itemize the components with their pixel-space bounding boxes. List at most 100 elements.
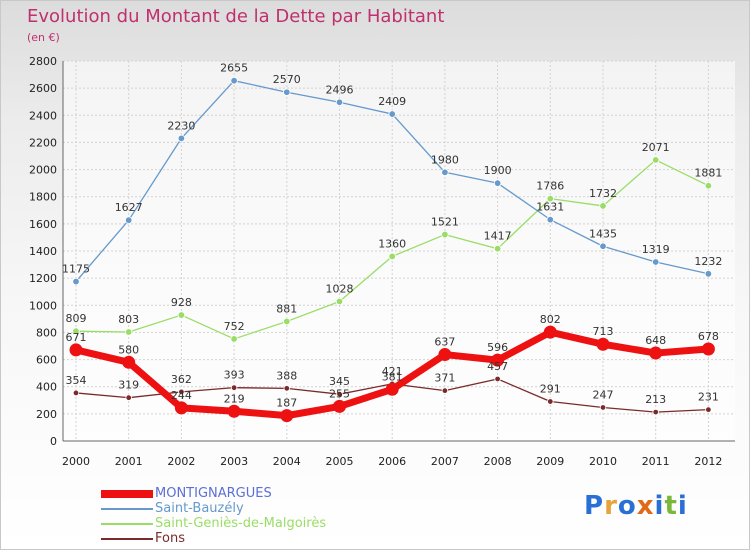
data-label-saint-genies-de-malgoires: 881 [276, 302, 297, 315]
x-tick-label: 2012 [694, 455, 722, 468]
legend-label: Saint-Geniès-de-Malgoirès [155, 516, 327, 531]
x-tick-label: 2007 [431, 455, 459, 468]
data-point-montignargues [543, 325, 557, 339]
legend-item: MONTIGNARGUES [101, 486, 326, 501]
data-point-montignargues [701, 342, 715, 356]
data-point-saint-genies-de-malgoires [283, 317, 291, 326]
data-point-montignargues [438, 348, 452, 362]
data-label-montignargues: 187 [276, 397, 297, 410]
x-tick-label: 2008 [484, 455, 512, 468]
y-tick-label: 800 [36, 326, 57, 339]
data-point-montignargues [649, 346, 663, 360]
data-label-fons: 345 [329, 375, 350, 388]
data-point-saint-bauzely [283, 88, 291, 96]
data-point-saint-genies-de-malgoires [335, 297, 344, 306]
data-point-fons [336, 390, 343, 398]
logo-letter: o [617, 491, 637, 521]
data-label-fons: 371 [434, 372, 455, 385]
data-label-fons: 247 [593, 388, 614, 401]
data-label-montignargues: 219 [224, 392, 245, 405]
data-point-saint-bauzely [177, 134, 186, 143]
data-label-saint-bauzely: 1980 [431, 153, 459, 166]
data-label-saint-genies-de-malgoires: 1881 [694, 167, 722, 180]
data-point-saint-genies-de-malgoires [599, 202, 607, 210]
data-label-saint-bauzely: 2655 [220, 62, 248, 75]
data-point-saint-genies-de-malgoires [652, 156, 660, 164]
logo-letter: i [654, 491, 665, 521]
logo-letter: r [604, 491, 618, 521]
x-tick-label: 2009 [536, 455, 564, 468]
data-point-fons [283, 385, 290, 392]
data-point-saint-genies-de-malgoires [493, 244, 502, 253]
data-point-saint-bauzely [546, 215, 554, 224]
data-point-saint-genies-de-malgoires [72, 327, 80, 335]
logo-letter: x [636, 491, 655, 521]
legend-item: Saint-Bauzély [101, 501, 326, 516]
legend-label: Saint-Bauzély [155, 501, 244, 516]
data-label-saint-genies-de-malgoires: 2071 [642, 141, 670, 154]
data-point-fons [441, 387, 449, 394]
data-label-fons: 362 [171, 373, 192, 386]
legend-item: Fons [101, 531, 326, 546]
y-tick-label: 1600 [29, 218, 57, 231]
data-label-montignargues: 381 [382, 370, 403, 383]
data-point-saint-bauzely [388, 110, 396, 118]
data-label-saint-genies-de-malgoires: 1521 [431, 216, 459, 229]
data-label-saint-bauzely: 1900 [484, 164, 512, 177]
data-point-saint-genies-de-malgoires [230, 335, 238, 343]
data-point-montignargues [385, 382, 399, 396]
x-tick-label: 2005 [326, 455, 354, 468]
y-tick-label: 2400 [29, 109, 57, 122]
data-point-saint-genies-de-malgoires [124, 328, 133, 336]
legend-swatch [101, 537, 153, 540]
data-label-montignargues: 671 [66, 331, 87, 344]
data-point-saint-bauzely [704, 270, 713, 278]
y-tick-label: 1800 [29, 191, 57, 204]
data-label-fons: 457 [487, 360, 508, 373]
data-label-montignargues: 802 [540, 313, 561, 326]
data-point-saint-bauzely [124, 216, 133, 224]
data-label-fons: 354 [66, 374, 87, 387]
data-label-saint-bauzely: 1627 [115, 201, 143, 214]
data-label-saint-bauzely: 1631 [536, 201, 564, 214]
y-tick-label: 2800 [29, 55, 57, 68]
data-label-montignargues: 648 [645, 334, 666, 347]
y-tick-label: 200 [36, 408, 57, 421]
data-point-fons [72, 389, 80, 397]
data-point-saint-bauzely [72, 277, 80, 286]
data-point-fons [705, 406, 712, 413]
x-tick-label: 2001 [115, 455, 143, 468]
logo-letter: i [677, 491, 688, 521]
data-label-montignargues: 713 [593, 325, 614, 338]
data-point-saint-genies-de-malgoires [388, 252, 396, 261]
data-label-montignargues: 255 [329, 387, 350, 400]
legend-swatch [101, 522, 153, 525]
data-label-saint-genies-de-malgoires: 803 [118, 313, 139, 326]
data-point-saint-genies-de-malgoires [546, 194, 554, 203]
data-label-montignargues: 580 [118, 343, 139, 356]
x-tick-label: 2011 [642, 455, 670, 468]
y-tick-label: 600 [36, 354, 57, 367]
data-point-montignargues [227, 404, 241, 418]
legend-item: Saint-Geniès-de-Malgoirès [101, 516, 326, 531]
data-label-saint-bauzely: 2409 [378, 95, 406, 108]
data-point-montignargues [333, 399, 346, 413]
data-label-montignargues: 244 [171, 389, 192, 402]
y-tick-label: 2000 [29, 164, 57, 177]
y-tick-label: 2200 [29, 136, 57, 149]
data-label-saint-genies-de-malgoires: 1417 [484, 230, 512, 243]
data-label-fons: 231 [698, 391, 719, 404]
data-label-saint-bauzely: 1175 [62, 263, 90, 276]
data-point-fons [547, 398, 554, 405]
data-point-saint-genies-de-malgoires [441, 230, 449, 239]
legend-swatch [101, 507, 153, 510]
x-tick-label: 2004 [273, 455, 301, 468]
x-tick-label: 2010 [589, 455, 617, 468]
data-point-montignargues [491, 353, 505, 367]
data-point-fons [125, 394, 132, 401]
data-label-saint-bauzely: 2570 [273, 73, 301, 86]
data-label-fons: 393 [224, 369, 245, 382]
data-point-fons [178, 388, 185, 396]
